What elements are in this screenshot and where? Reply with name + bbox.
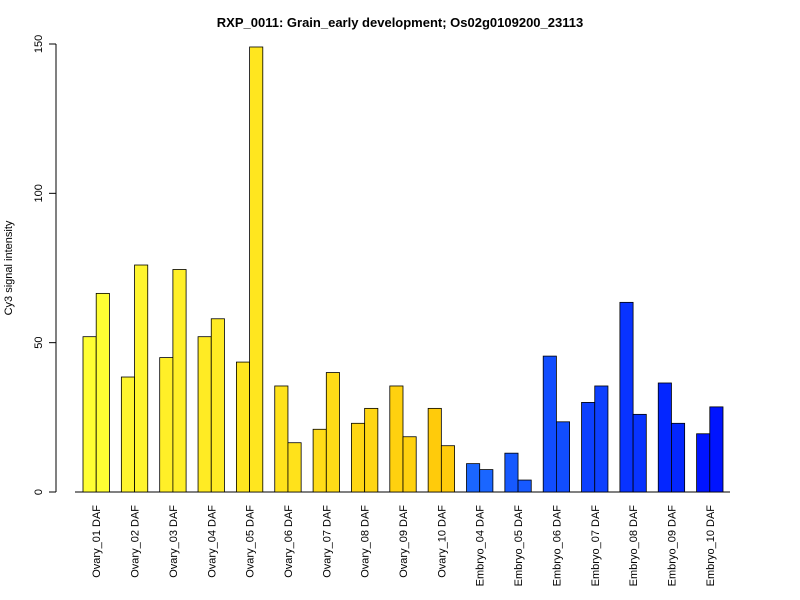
bar — [402, 436, 417, 493]
y-tick-label: 150 — [33, 35, 45, 53]
bar — [556, 421, 571, 493]
bar — [95, 292, 110, 493]
bar — [351, 422, 366, 493]
bar — [312, 428, 327, 493]
bar — [671, 422, 686, 493]
bar — [274, 385, 289, 493]
bar — [594, 385, 609, 493]
bar — [709, 406, 724, 493]
bar — [120, 376, 135, 493]
bar — [696, 433, 711, 493]
x-tick-label: Embryo_06 DAF — [551, 505, 563, 587]
x-tick-label: Ovary_02 DAF — [130, 505, 142, 578]
bar — [249, 46, 264, 493]
bar — [619, 301, 634, 493]
x-tick-label: Ovary_09 DAF — [398, 505, 410, 578]
x-tick-label: Ovary_03 DAF — [168, 505, 180, 578]
chart-title: RXP_0011: Grain_early development; Os02g… — [217, 15, 583, 30]
bar — [581, 401, 596, 493]
bar — [479, 469, 494, 493]
bar — [364, 407, 379, 493]
x-tick-label: Ovary_04 DAF — [206, 505, 218, 578]
x-tick-label: Embryo_05 DAF — [513, 505, 525, 587]
bar — [197, 336, 212, 493]
bar — [235, 361, 250, 493]
bar — [440, 445, 455, 493]
bar — [657, 382, 672, 493]
y-tick-label: 0 — [33, 489, 45, 495]
bar — [427, 407, 442, 493]
x-tick-label: Embryo_07 DAF — [590, 505, 602, 587]
bars — [82, 46, 724, 493]
bar — [210, 318, 225, 493]
x-tick-labels: Ovary_01 DAF Ovary_02 DAF Ovary_03 DAF Ovar… — [91, 505, 717, 587]
x-tick-label: Embryo_04 DAF — [475, 505, 487, 587]
x-tick-label: Ovary_08 DAF — [360, 505, 372, 578]
bar — [159, 357, 174, 493]
x-tick-label: Embryo_10 DAF — [705, 505, 717, 587]
x-tick-label: Ovary_07 DAF — [321, 505, 333, 578]
y-tick-label: 50 — [33, 337, 45, 349]
bar — [632, 413, 647, 493]
y-tick-label: 100 — [33, 184, 45, 202]
x-tick-label: Embryo_08 DAF — [628, 505, 640, 587]
bar — [287, 442, 302, 493]
y-axis: 0 50 100 150 — [33, 35, 57, 495]
bar — [325, 372, 340, 493]
x-tick-label: Ovary_05 DAF — [245, 505, 257, 578]
bar — [389, 385, 404, 493]
bar — [517, 479, 532, 493]
x-tick-label: Embryo_09 DAF — [666, 505, 678, 587]
bar — [82, 336, 97, 493]
x-tick-label: Ovary_01 DAF — [91, 505, 103, 578]
bar — [134, 264, 149, 493]
bar — [466, 463, 481, 493]
bar — [172, 269, 187, 493]
bar — [542, 355, 557, 493]
bar — [504, 452, 519, 493]
y-axis-label: Cy3 signal intensity — [3, 220, 15, 315]
x-tick-label: Ovary_10 DAF — [436, 505, 448, 578]
x-tick-label: Ovary_06 DAF — [283, 505, 295, 578]
